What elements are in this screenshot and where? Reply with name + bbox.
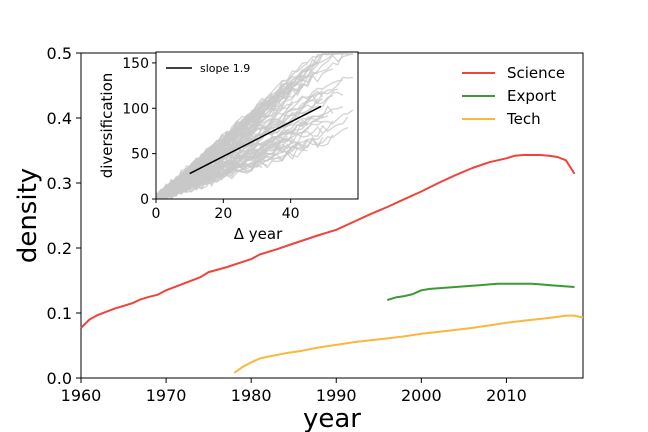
inset-x-axis: 0 20 40 xyxy=(152,199,300,222)
background-trajectory xyxy=(156,53,343,199)
legend-label-tech: Tech xyxy=(506,110,541,128)
inset-x-tick-label: 0 xyxy=(152,206,161,222)
main-x-axis: 1960 1970 1980 1990 2000 2010 xyxy=(61,378,527,405)
x-tick-label: 2000 xyxy=(401,386,442,405)
main-legend: Science Export Tech xyxy=(462,64,565,128)
x-tick-label: 2010 xyxy=(486,386,527,405)
background-trajectory xyxy=(156,67,308,196)
y-tick-label: 0.1 xyxy=(47,304,72,323)
y-tick-label: 0.3 xyxy=(47,174,72,193)
main-y-axis-label: density xyxy=(13,168,43,263)
inset-y-tick-label: 100 xyxy=(122,101,149,117)
background-trajectory xyxy=(156,79,343,197)
y-tick-label: 0.4 xyxy=(47,109,72,128)
inset-legend-label: slope 1.9 xyxy=(200,62,250,75)
inset-legend: slope 1.9 xyxy=(166,62,250,75)
background-trajectory xyxy=(156,115,313,198)
inset-background-curves xyxy=(156,53,354,199)
series-line-tech xyxy=(233,314,584,374)
background-trajectory xyxy=(156,120,323,199)
inset-y-tick-label: 50 xyxy=(131,147,149,163)
x-tick-label: 1990 xyxy=(316,386,357,405)
background-trajectory xyxy=(156,135,288,199)
series-line-science xyxy=(80,154,576,329)
x-tick-label: 1980 xyxy=(231,386,272,405)
inset-fit-line xyxy=(189,105,322,175)
legend-label-export: Export xyxy=(507,87,556,105)
background-trajectory xyxy=(156,143,298,199)
inset-y-axis: 0 50 100 150 xyxy=(122,56,156,208)
y-tick-label: 0.2 xyxy=(47,239,72,258)
inset-x-tick-label: 40 xyxy=(282,206,300,222)
inset-x-axis-label: Δ year xyxy=(234,225,283,243)
main-series-group xyxy=(80,154,584,374)
inset-series-group xyxy=(189,105,322,175)
main-plot: 1960 1970 1980 1990 2000 2010 0.00.10.20.30.4… xyxy=(13,44,584,432)
x-tick-label: 1960 xyxy=(61,386,102,405)
y-tick-label: 0.0 xyxy=(47,369,72,388)
main-y-axis: 0.0 0.1 0.2 0.3 0.4 0.5 xyxy=(47,44,81,388)
background-trajectory xyxy=(156,98,319,199)
background-trajectory xyxy=(156,153,263,199)
inset-plot-frame xyxy=(155,51,359,200)
inset-y-tick-label: 150 xyxy=(122,56,149,72)
series-line-export xyxy=(387,282,575,301)
inset-plot: 0 20 40 0 50 100 150 Δ year diversification s… xyxy=(98,51,359,243)
inset-x-tick-label: 20 xyxy=(214,206,232,222)
main-x-axis-label: year xyxy=(303,404,361,432)
legend-label-science: Science xyxy=(507,64,565,82)
background-trajectory xyxy=(156,127,349,199)
inset-y-tick-label: 0 xyxy=(140,192,149,208)
x-tick-label: 1970 xyxy=(146,386,187,405)
y-tick-label: 0.5 xyxy=(47,44,72,63)
inset-y-axis-label: diversification xyxy=(98,73,116,179)
background-trajectory xyxy=(156,83,293,199)
